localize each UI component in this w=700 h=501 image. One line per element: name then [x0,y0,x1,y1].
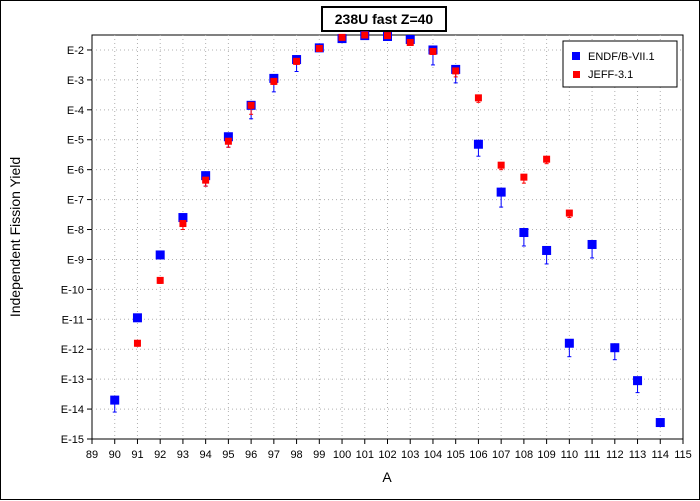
legend-marker-jeff [573,71,580,78]
x-tick-label: 99 [313,449,325,461]
y-axis-ticks: E-2 E-3 E-4 E-5 E-6 E-7 E-8 E-9 E-10 E-11 E-12 E-13… [61,45,92,446]
y-tick-label: E-12 [61,344,84,356]
y-tick-label: E-13 [61,374,84,386]
data-point [201,171,211,181]
x-tick-label: 100 [333,449,351,461]
x-tick-label: 110 [561,449,579,461]
legend-marker-endf [572,52,580,60]
x-tick-label: 93 [177,449,189,461]
x-tick-label: 111 [584,449,601,461]
data-point [543,155,551,163]
data-point [223,132,233,142]
data-point [429,47,437,55]
y-tick-label: E-4 [67,105,84,117]
x-tick-label: 97 [268,449,280,461]
data-point [655,418,665,428]
data-point [338,33,346,41]
data-point [179,220,187,228]
data-point [520,173,528,181]
data-point [270,77,278,85]
legend-box [562,40,678,88]
legend-label-endf: ENDF/B-VII.1 [588,51,655,63]
x-tick-label: 91 [131,449,143,461]
data-point [497,161,505,169]
data-point [293,57,301,65]
x-tick-label: 90 [109,449,121,461]
y-tick-label: E-5 [67,135,84,147]
y-tick-label: E-3 [67,75,84,87]
data-point [610,343,620,353]
data-point [178,213,188,223]
x-tick-label: 109 [537,449,555,461]
data-point [384,32,391,40]
chart-title: 238U fast Z=40 [335,11,434,27]
x-tick-label: 98 [290,449,302,461]
legend-label-jeff: JEFF-3.1 [588,69,633,81]
x-tick-label: 92 [154,449,166,461]
data-point [202,176,210,184]
y-tick-label: E-9 [67,254,84,266]
x-tick-label: 103 [401,449,419,461]
x-axis-title: A [382,469,392,485]
data-point [565,209,573,217]
x-tick-label: 114 [651,449,669,461]
y-tick-label: E-7 [67,195,84,207]
series-jeff [133,31,573,347]
x-tick-label: 96 [245,449,257,461]
x-tick-label: 89 [86,449,98,461]
y-tick-label: E-11 [62,314,84,326]
chart-title-box: 238U fast Z=40 [321,6,447,32]
x-tick-label: 106 [469,449,487,461]
data-point [452,67,460,75]
data-point [406,38,414,46]
x-tick-label: 101 [356,449,374,461]
data-point [519,228,529,238]
y-axis-title: Independent Fission Yield [7,157,23,317]
data-point [564,338,574,348]
data-point [361,31,369,39]
x-tick-label: 94 [200,449,212,461]
data-point [633,376,643,386]
data-point [155,250,165,260]
data-point [110,395,120,405]
x-tick-label: 107 [492,449,510,461]
data-point [474,94,482,102]
data-point [587,239,597,249]
y-tick-label: E-10 [61,284,84,296]
data-point [315,44,323,52]
y-tick-label: E-14 [61,404,84,416]
x-tick-label: 112 [606,449,624,461]
legend: ENDF/B-VII.1 JEFF-3.1 [562,40,678,88]
y-tick-label: E-8 [67,225,84,237]
x-tick-label: 108 [515,449,533,461]
data-point [247,101,255,109]
x-tick-label: 113 [629,449,647,461]
data-point [133,339,141,347]
data-point [496,187,506,197]
y-tick-label: E-15 [61,434,84,446]
data-point [224,137,232,145]
x-axis-ticks: 89 90 91 92 93 94 95 96 97 98 99 100 101 102 103 104 105… [86,439,692,461]
x-tick-label: 105 [447,449,465,461]
data-point [132,313,142,323]
data-point [542,245,552,255]
x-tick-label: 104 [424,449,442,461]
x-tick-label: 115 [674,449,692,461]
data-series [110,31,665,428]
y-tick-label: E-2 [67,45,84,57]
y-tick-label: E-6 [67,165,84,177]
x-tick-label: 95 [222,449,234,461]
data-point [156,276,164,284]
x-tick-label: 102 [378,449,396,461]
data-point [473,139,483,149]
